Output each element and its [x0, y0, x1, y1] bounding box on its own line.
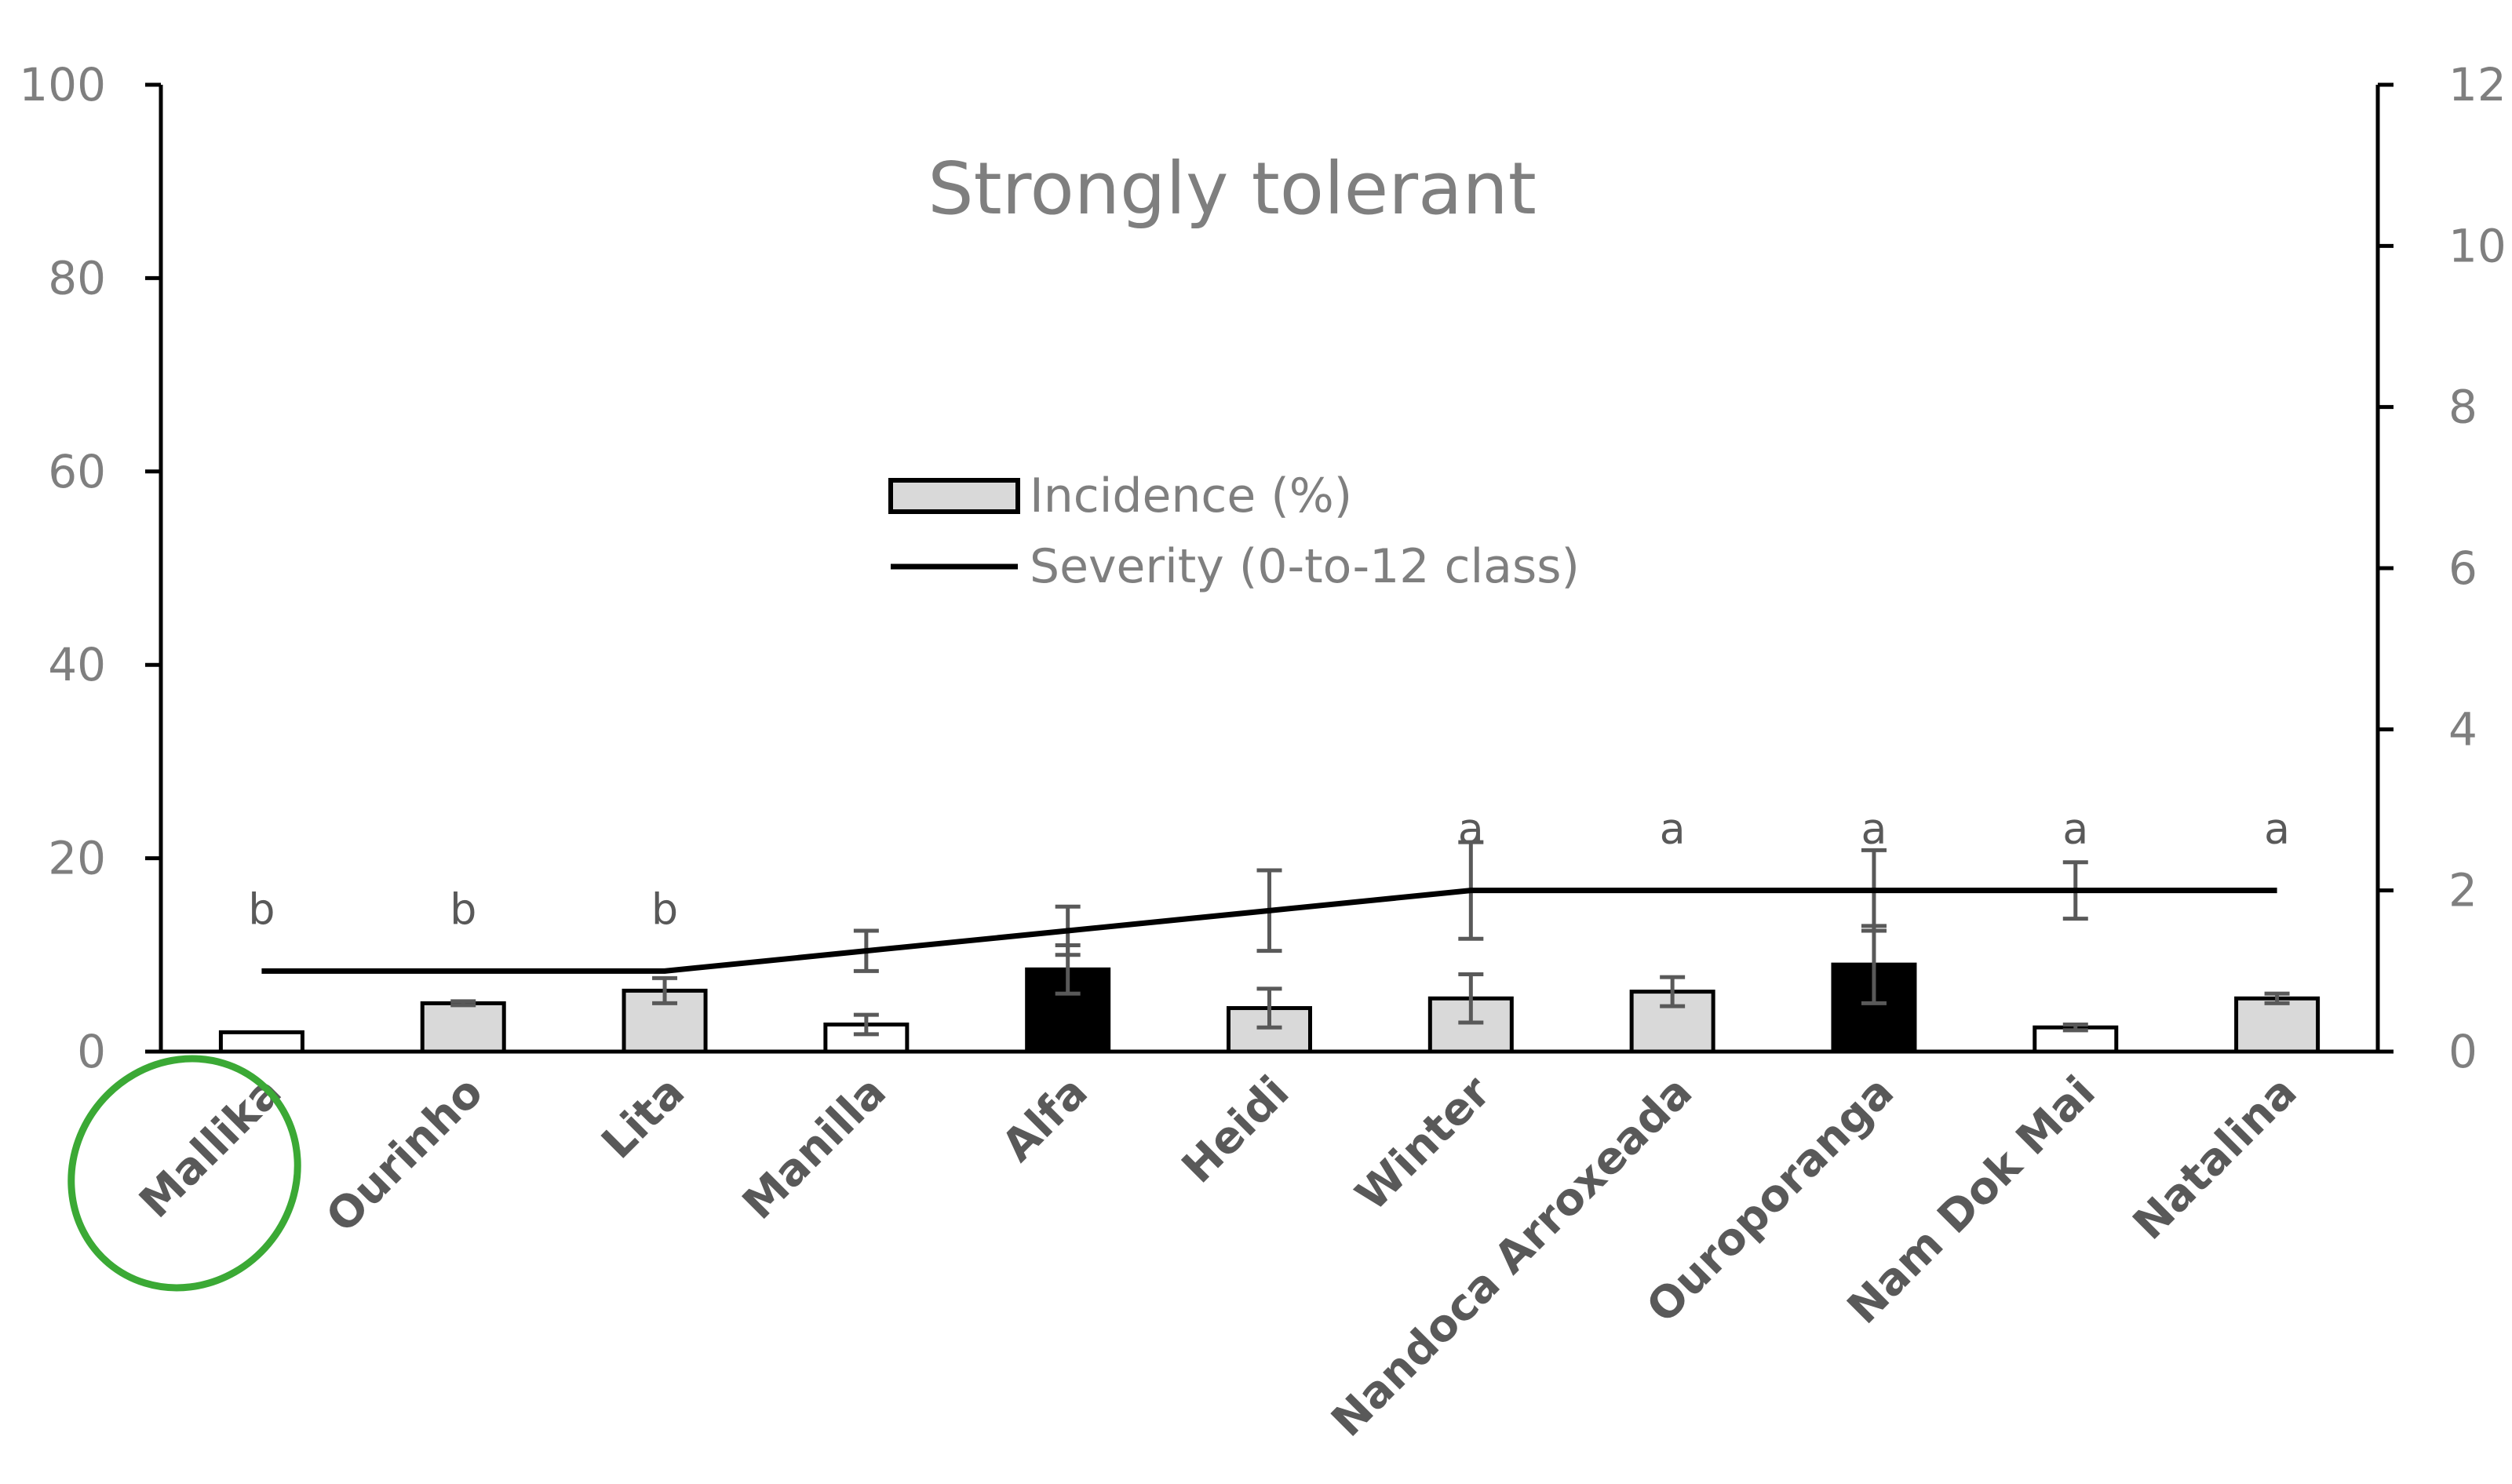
- y-right-tick-label: 6: [2448, 541, 2477, 595]
- category-labels: Mallika Ourinho Lita Manilla Alfa Heidi Winter…: [129, 1067, 2306, 1447]
- legend-label-incidence: Incidence (%): [1030, 469, 1352, 523]
- y-axis-left-ticks: 0 20 40 60 80 100: [19, 58, 161, 1078]
- y-right-tick-label: 0: [2448, 1025, 2477, 1078]
- chart-title: Strongly tolerant: [928, 147, 1537, 231]
- y-right-tick-label: 8: [2448, 381, 2477, 434]
- category-label-10: Natalina: [2124, 1067, 2307, 1250]
- significance-letters: b b b a a a a a: [248, 804, 2290, 935]
- category-label-4: Alfa: [992, 1067, 1097, 1172]
- y-left-tick-label: 20: [48, 832, 106, 885]
- y-right-tick-label: 4: [2448, 702, 2477, 756]
- significance-letter-10: a: [2264, 804, 2290, 854]
- significance-letter-7: a: [1660, 804, 1686, 854]
- category-label-7: Nandoca Arroxeada: [1322, 1067, 1702, 1447]
- y-left-tick-label: 80: [48, 251, 106, 304]
- bar-error-bars: [450, 924, 2290, 1037]
- category-label-3: Manilla: [733, 1067, 896, 1230]
- legend-label-severity: Severity (0-to-12 class): [1030, 539, 1580, 594]
- line-error-bars: [853, 840, 2088, 973]
- y-left-tick-label: 40: [48, 638, 106, 691]
- category-label-6: Winter: [1346, 1067, 1500, 1221]
- category-label-5: Heidi: [1172, 1067, 1299, 1193]
- bar-10: [2234, 996, 2321, 1054]
- bar-1: [420, 1001, 506, 1054]
- y-right-tick-label: 12: [2448, 58, 2507, 111]
- significance-letter-9: a: [2062, 804, 2088, 854]
- y-axis-right-ticks: 0 2 4 6 8 10 12: [2378, 58, 2507, 1078]
- significance-letter-6: a: [1458, 804, 1484, 854]
- category-label-2: Lita: [592, 1067, 695, 1169]
- y-right-tick-label: 10: [2448, 219, 2507, 272]
- bar-2: [622, 988, 708, 1054]
- highlight-ellipse: [67, 1055, 301, 1292]
- significance-letter-8: a: [1861, 804, 1887, 854]
- significance-letter-1: b: [450, 884, 476, 934]
- y-left-tick-label: 100: [19, 58, 106, 111]
- severity-line: [261, 888, 2277, 974]
- significance-letter-2: b: [651, 884, 678, 934]
- y-right-tick-label: 2: [2448, 864, 2477, 917]
- legend-swatch-incidence: [888, 478, 1020, 514]
- legend: Incidence (%) Severity (0-to-12 class): [888, 469, 1580, 594]
- y-left-tick-label: 60: [48, 445, 106, 498]
- y-left-tick-label: 0: [77, 1025, 106, 1078]
- significance-letter-0: b: [248, 884, 275, 934]
- category-label-1: Ourinho: [317, 1067, 494, 1243]
- bar-0: [218, 1030, 304, 1054]
